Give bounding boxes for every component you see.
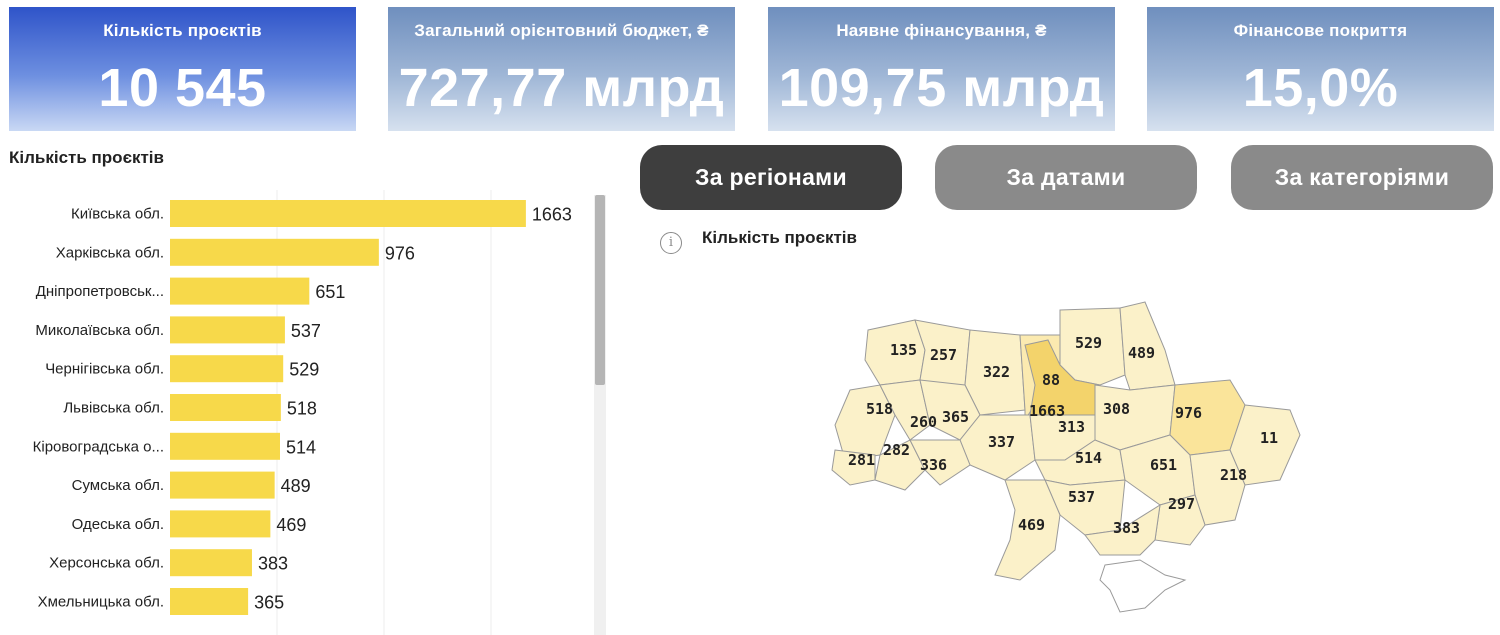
bar-value-label: 383 (258, 554, 288, 574)
kpi-value: 15,0% (1242, 58, 1399, 118)
map-label: 514 (1075, 449, 1102, 467)
bar-chart-svg: Київська обл. 1663 Харківська обл. 976 Дніпр… (33, 190, 572, 635)
bar-category-label: Кіровоградська о... (33, 438, 164, 455)
map-label: 383 (1113, 519, 1140, 537)
map-label: 257 (930, 346, 957, 364)
map-label: 1663 (1029, 402, 1065, 420)
map-label: 282 (883, 441, 910, 459)
map-label: 260 (910, 413, 937, 431)
bar-category-label: Львівська обл. (63, 400, 164, 417)
bar-value-label: 489 (281, 476, 311, 496)
map-region-zhytomyr[interactable] (964, 329, 1026, 416)
kpi-value: 109,75 млрд (778, 58, 1105, 118)
map-label: 218 (1220, 466, 1247, 484)
bar-value-label: 518 (287, 399, 317, 419)
bar-category-label: Чернігівська обл. (45, 361, 164, 378)
bar-category-label: Сумська обл. (72, 477, 164, 494)
kpi-label: Кількість проєктів (103, 21, 262, 40)
kpi-value: 10 545 (98, 58, 267, 118)
bar-value-label: 514 (286, 437, 316, 457)
map-region-chernivtsi[interactable] (909, 439, 971, 486)
map-label: 322 (983, 363, 1010, 381)
bar-value-label: 1663 (532, 205, 572, 225)
kpi-label: Фінансове покриття (1233, 21, 1408, 40)
kpi-project-count: Кількість проєктів 10 545 (9, 7, 356, 131)
bar-value-label: 537 (291, 321, 321, 341)
map-label: 518 (866, 400, 893, 418)
kpi-label: Загальний орієнтовний бюджет, ₴ (414, 21, 709, 40)
map-label: 469 (1018, 516, 1045, 534)
map-label: 365 (942, 408, 969, 426)
map-region-kherson[interactable] (1084, 504, 1161, 556)
bar[interactable] (170, 471, 275, 499)
bar-category-label: Дніпропетровськ... (36, 283, 164, 300)
map-label: 297 (1168, 495, 1195, 513)
kpi-label: Наявне фінансування, ₴ (836, 21, 1047, 40)
bar-category-label: Миколаївська обл. (35, 322, 164, 339)
kpi-value: 727,77 млрд (398, 58, 725, 118)
bar-chart-title: Кількість проєктів (9, 148, 164, 167)
bar-category-label: Хмельницька обл. (38, 594, 164, 611)
map-label: 135 (890, 341, 917, 359)
map-label: 281 (848, 451, 875, 469)
map-label: 337 (988, 433, 1015, 451)
bar-value-label: 365 (254, 593, 284, 613)
map-label: 529 (1075, 334, 1102, 352)
info-icon[interactable]: i (660, 232, 682, 254)
map-label: 651 (1150, 456, 1177, 474)
map-label: 88 (1042, 371, 1060, 389)
bar[interactable] (170, 238, 379, 266)
map-label: 11 (1260, 429, 1278, 447)
ukraine-map-svg: 135 257 322 529 489 88 518 260 365 1663 … (831, 301, 1301, 613)
bar[interactable] (170, 432, 280, 460)
map-title: Кількість проєктів (702, 228, 857, 247)
bar-category-label: Київська обл. (71, 206, 164, 223)
map-labels: 135 257 322 529 489 88 518 260 365 1663 … (848, 334, 1278, 537)
bar-value-label: 529 (289, 360, 319, 380)
bar[interactable] (170, 510, 271, 538)
bar-chart: Київська обл. 1663 Харківська обл. 976 Дніпр… (0, 190, 610, 635)
map-label: 313 (1058, 418, 1085, 436)
map-region-crimea[interactable] (1099, 559, 1187, 613)
tab-by-regions[interactable]: За регіонами (640, 145, 902, 210)
bar-value-label: 976 (385, 243, 415, 263)
bar[interactable] (170, 316, 285, 344)
bar[interactable] (170, 277, 310, 305)
kpi-total-budget: Загальний орієнтовний бюджет, ₴ 727,77 м… (388, 7, 735, 131)
map-region-ternopil[interactable] (879, 379, 931, 441)
bar[interactable] (170, 394, 281, 421)
kpi-financial-coverage: Фінансове покриття 15,0% (1147, 7, 1494, 131)
bar[interactable] (170, 549, 252, 577)
tab-by-dates[interactable]: За датами (935, 145, 1197, 210)
bar-value-label: 469 (276, 515, 306, 535)
tab-by-categories[interactable]: За категоріями (1231, 145, 1493, 210)
map-region-ivano-frankivsk[interactable] (874, 439, 926, 491)
map-region-odesa[interactable] (994, 479, 1061, 581)
map-label: 489 (1128, 344, 1155, 362)
kpi-row: Кількість проєктів 10 545 Загальний оріє… (9, 7, 1497, 131)
chart-scroll-thumb[interactable] (595, 195, 605, 385)
bar-category-label: Харківська обл. (56, 244, 164, 261)
bar-value-label: 651 (315, 282, 345, 302)
bar[interactable] (170, 200, 526, 227)
map-label: 308 (1103, 400, 1130, 418)
map-label: 976 (1175, 404, 1202, 422)
map-region-zakarpattia[interactable] (831, 449, 876, 486)
map-label: 537 (1068, 488, 1095, 506)
bar-category-label: Херсонська обл. (49, 555, 164, 572)
bar[interactable] (170, 355, 284, 383)
kpi-available-funding: Наявне фінансування, ₴ 109,75 млрд (768, 7, 1115, 131)
chart-scrollbar[interactable] (594, 195, 606, 635)
map-label: 336 (920, 456, 947, 474)
ukraine-map: 135 257 322 529 489 88 518 260 365 1663 … (820, 290, 1320, 630)
bar-category-label: Одеська обл. (72, 516, 164, 533)
bar[interactable] (170, 588, 249, 615)
